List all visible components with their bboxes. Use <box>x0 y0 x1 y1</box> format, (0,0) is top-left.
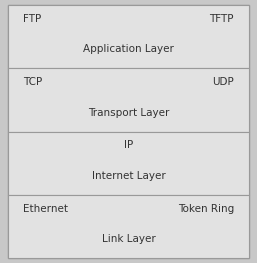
Text: Token Ring: Token Ring <box>178 204 234 214</box>
Text: Ethernet: Ethernet <box>23 204 68 214</box>
Text: Application Layer: Application Layer <box>83 44 174 54</box>
Text: TFTP: TFTP <box>209 14 234 24</box>
Text: TCP: TCP <box>23 77 42 87</box>
Text: IP: IP <box>124 140 133 150</box>
Text: Transport Layer: Transport Layer <box>88 108 169 118</box>
Bar <box>8 5 249 68</box>
Bar <box>8 68 249 132</box>
Text: FTP: FTP <box>23 14 41 24</box>
Bar <box>8 132 249 195</box>
Bar <box>8 195 249 258</box>
Text: UDP: UDP <box>212 77 234 87</box>
Text: Internet Layer: Internet Layer <box>92 171 165 181</box>
Text: Link Layer: Link Layer <box>102 234 155 244</box>
